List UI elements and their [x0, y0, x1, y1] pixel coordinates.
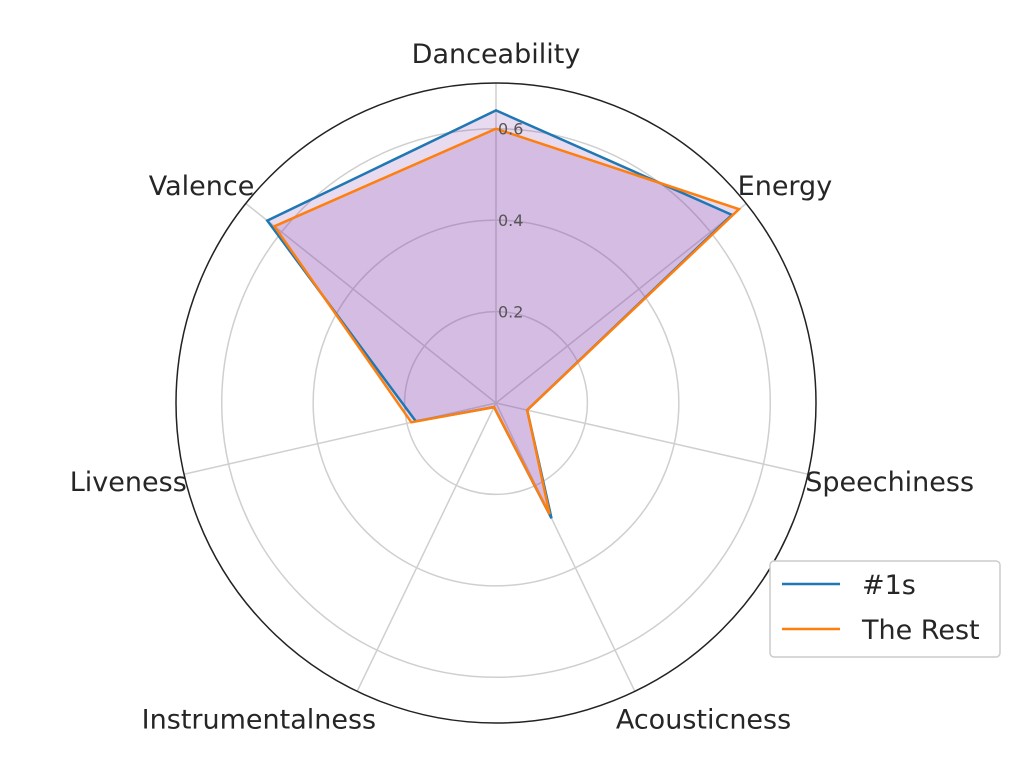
- grid: [175, 82, 817, 724]
- outer-frame: [175, 82, 817, 724]
- spoke-valence: [245, 202, 497, 404]
- spoke-energy: [495, 202, 747, 404]
- axis-label-speechiness: Speechiness: [805, 467, 974, 498]
- axis-labels: Danceability Energy Speechiness Acousticnes…: [70, 39, 974, 735]
- series-line-the-rest: [272, 127, 742, 515]
- series-fill-1s: [267, 110, 732, 519]
- axis-label-acousticness: Acousticness: [616, 704, 791, 735]
- radial-tick-label: 0.6: [498, 120, 523, 139]
- spoke-instrumentalness: [356, 402, 497, 692]
- axis-label-danceability: Danceability: [412, 39, 581, 70]
- radial-tick-label: 0.4: [498, 211, 523, 230]
- spoke-liveness: [183, 402, 497, 475]
- radial-tick-label: 0.2: [498, 303, 523, 322]
- axis-label-valence: Valence: [149, 171, 255, 202]
- axis-label-energy: Energy: [738, 171, 833, 202]
- legend: #1s The Rest: [769, 560, 1001, 658]
- legend-label-the-rest: The Rest: [861, 615, 980, 646]
- series-fill-the-rest: [274, 128, 739, 515]
- series-lines: [265, 109, 742, 519]
- legend-label-1s: #1s: [862, 570, 916, 601]
- spoke-acousticness: [495, 402, 636, 692]
- radial-tick-labels: 0.2 0.4 0.6: [498, 120, 523, 322]
- spoke-speechiness: [495, 402, 809, 475]
- series-fills: [267, 110, 739, 519]
- axis-label-liveness: Liveness: [70, 467, 187, 498]
- axis-label-instrumentalness: Instrumentalness: [142, 704, 376, 735]
